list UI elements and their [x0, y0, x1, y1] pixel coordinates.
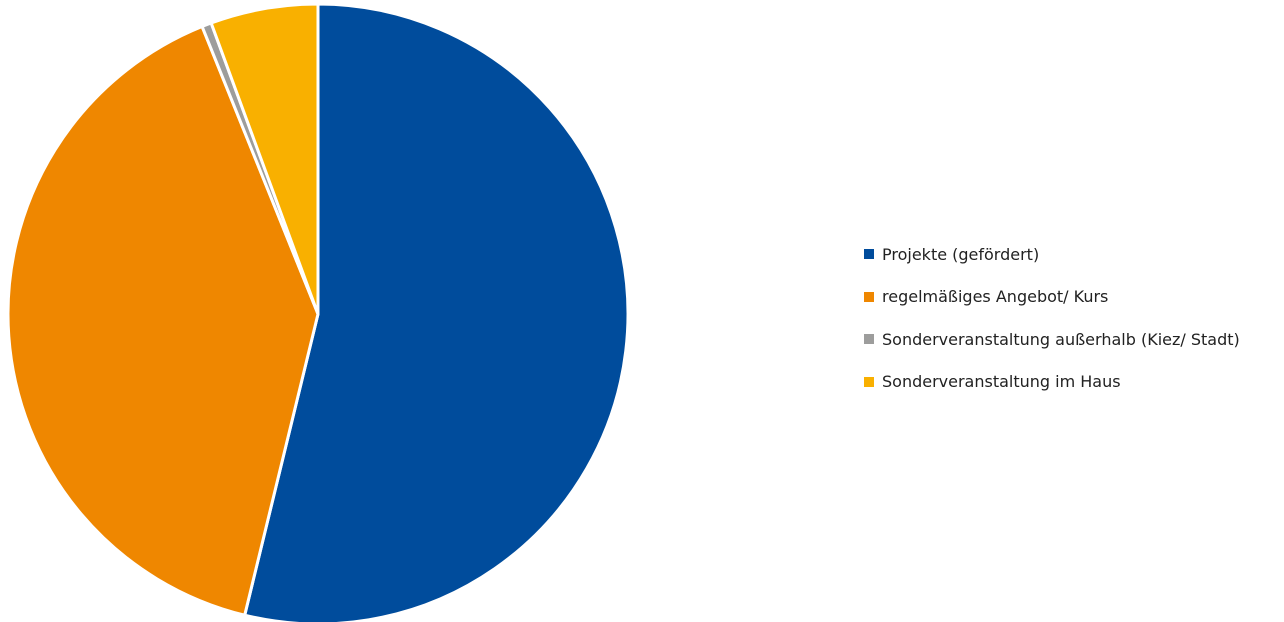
legend-item-3: Sonderveranstaltung außerhalb (Kiez/ Sta… — [864, 328, 1240, 350]
legend-swatch-4 — [864, 376, 874, 387]
pie-chart — [6, 2, 630, 622]
pie-slice-4 — [209, 2, 320, 316]
legend-swatch-1 — [864, 249, 874, 259]
legend-item-4: Sonderveranstaltung im Haus — [864, 371, 1240, 393]
pie-slice-1 — [243, 2, 630, 622]
pie-slice-2 — [6, 24, 320, 617]
legend-label-4: Sonderveranstaltung im Haus — [882, 372, 1121, 391]
legend-label-2: regelmäßiges Angebot/ Kurs — [882, 287, 1109, 306]
legend-label-3: Sonderveranstaltung außerhalb (Kiez/ Sta… — [882, 329, 1240, 349]
legend: Projekte (gefördert) regelmäßiges Angebot… — [864, 243, 1240, 413]
legend-item-1: Projekte (gefördert) — [864, 243, 1240, 265]
legend-item-2: regelmäßiges Angebot/ Kurs — [864, 286, 1240, 308]
legend-label-1: Projekte (gefördert) — [882, 244, 1040, 264]
legend-swatch-2 — [864, 291, 874, 302]
legend-swatch-3 — [864, 334, 874, 344]
